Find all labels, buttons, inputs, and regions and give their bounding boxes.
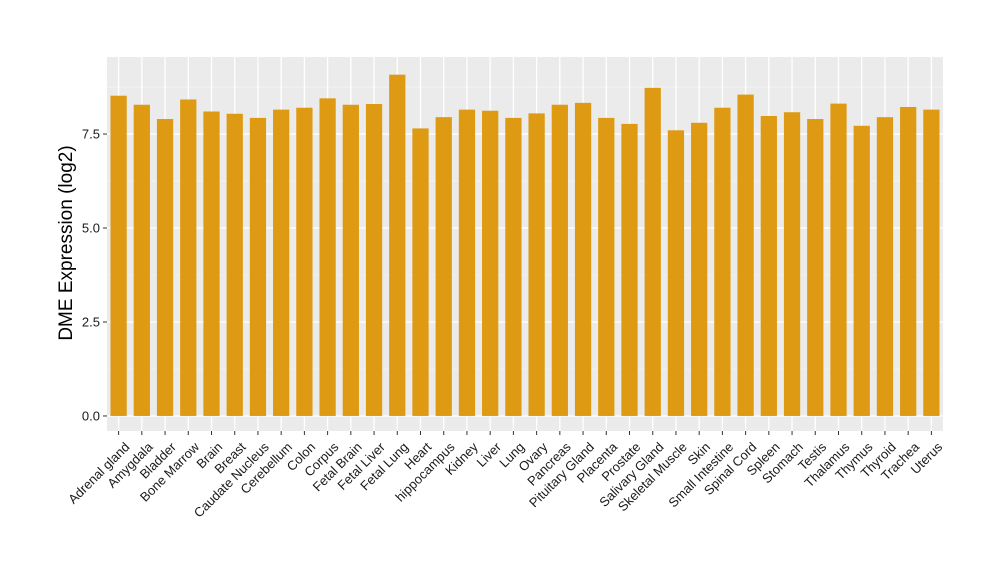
bar <box>226 113 243 416</box>
bar <box>296 107 313 416</box>
bar <box>900 106 917 416</box>
bar <box>203 111 220 416</box>
bar <box>876 117 894 416</box>
bar <box>691 122 708 416</box>
bar <box>505 117 522 416</box>
bar <box>273 109 290 416</box>
bar <box>133 104 150 416</box>
bar <box>551 104 568 416</box>
bar <box>110 95 127 416</box>
grid-minor <box>107 86 943 370</box>
bar <box>249 117 267 416</box>
bar <box>621 123 638 416</box>
bar <box>389 74 406 416</box>
bar <box>853 125 870 416</box>
bar <box>342 104 359 416</box>
bar <box>365 103 383 416</box>
y-tick-label: 5.0 <box>82 221 100 236</box>
y-axis-title: DME Expression (log2) <box>56 145 77 340</box>
bar <box>319 98 336 416</box>
bar <box>435 117 452 416</box>
bar <box>783 112 801 416</box>
bar <box>644 87 661 416</box>
bar <box>760 116 777 416</box>
x-tick-label: Liver <box>474 439 505 470</box>
bars <box>110 74 940 416</box>
bar <box>482 110 499 416</box>
bar <box>807 119 824 416</box>
bar <box>667 130 685 416</box>
bar <box>737 94 754 416</box>
y-tick-label: 7.5 <box>82 127 100 142</box>
y-tick-label: 2.5 <box>82 314 100 329</box>
bar <box>830 103 847 416</box>
bar <box>923 109 940 416</box>
bar <box>528 113 545 416</box>
bar <box>180 99 197 416</box>
bar <box>412 128 429 416</box>
bar <box>714 107 731 416</box>
y-tick-label: 0.0 <box>82 408 100 423</box>
bar <box>458 109 476 416</box>
y-axis: 0.0 2.5 5.0 7.5 <box>82 127 107 423</box>
bar <box>156 119 174 416</box>
bar <box>574 102 592 416</box>
bar <box>598 117 615 416</box>
